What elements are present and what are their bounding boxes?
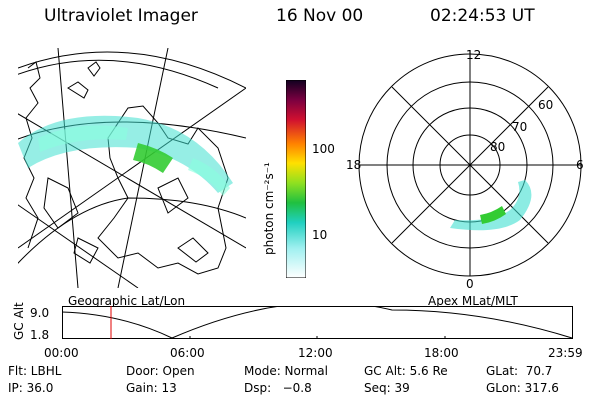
time-label: 02:24:53 UT — [430, 6, 535, 26]
geographic-map — [18, 48, 246, 288]
mlt-label-18: 18 — [346, 158, 362, 172]
glat-value: GLat: 70.7 — [486, 364, 553, 378]
seq-value: Seq: 39 — [364, 381, 410, 395]
mlt-label-6: 6 — [576, 158, 584, 172]
color-bar — [286, 80, 306, 278]
altitude-xtick-0000: 00:00 — [44, 346, 79, 360]
altitude-axis-label: GC Alt — [12, 302, 26, 340]
mlat-label-80: 80 — [490, 140, 506, 154]
gc-alt-value: GC Alt: 5.6 Re — [364, 364, 448, 378]
date-label: 16 Nov 00 — [276, 6, 364, 26]
filter-value: Flt: LBHL — [8, 364, 62, 378]
geographic-caption: Geographic Lat/Lon — [68, 294, 186, 308]
glon-value: GLon: 317.6 — [486, 381, 559, 395]
colorbar-unit-label: photon cm⁻²s⁻¹ — [262, 162, 276, 255]
altitude-plot — [62, 306, 573, 339]
ip-value: IP: 36.0 — [8, 381, 54, 395]
polar-caption: Apex MLat/MLT — [428, 294, 518, 308]
mlat-label-60: 60 — [538, 98, 554, 112]
gain-value: Gain: 13 — [126, 381, 177, 395]
mlt-label-0: 0 — [466, 277, 474, 291]
colorbar-tick-100: 100 — [312, 142, 335, 156]
colorbar-tick-10: 10 — [312, 228, 328, 242]
altitude-ytick-low: 1.8 — [30, 328, 50, 342]
dsp-value: Dsp: −0.8 — [244, 381, 312, 395]
altitude-xtick-2359: 23:59 — [548, 346, 583, 360]
altitude-xtick-1200: 12:00 — [298, 346, 333, 360]
altitude-xtick-1800: 18:00 — [424, 346, 459, 360]
altitude-xtick-0600: 06:00 — [170, 346, 205, 360]
door-value: Door: Open — [126, 364, 195, 378]
mode-value: Mode: Normal — [244, 364, 328, 378]
mlt-label-12: 12 — [466, 48, 482, 62]
mlat-label-70: 70 — [512, 120, 528, 134]
altitude-ytick-high: 9.0 — [30, 306, 50, 320]
instrument-title: Ultraviolet Imager — [44, 6, 198, 26]
polar-plot — [358, 53, 582, 277]
